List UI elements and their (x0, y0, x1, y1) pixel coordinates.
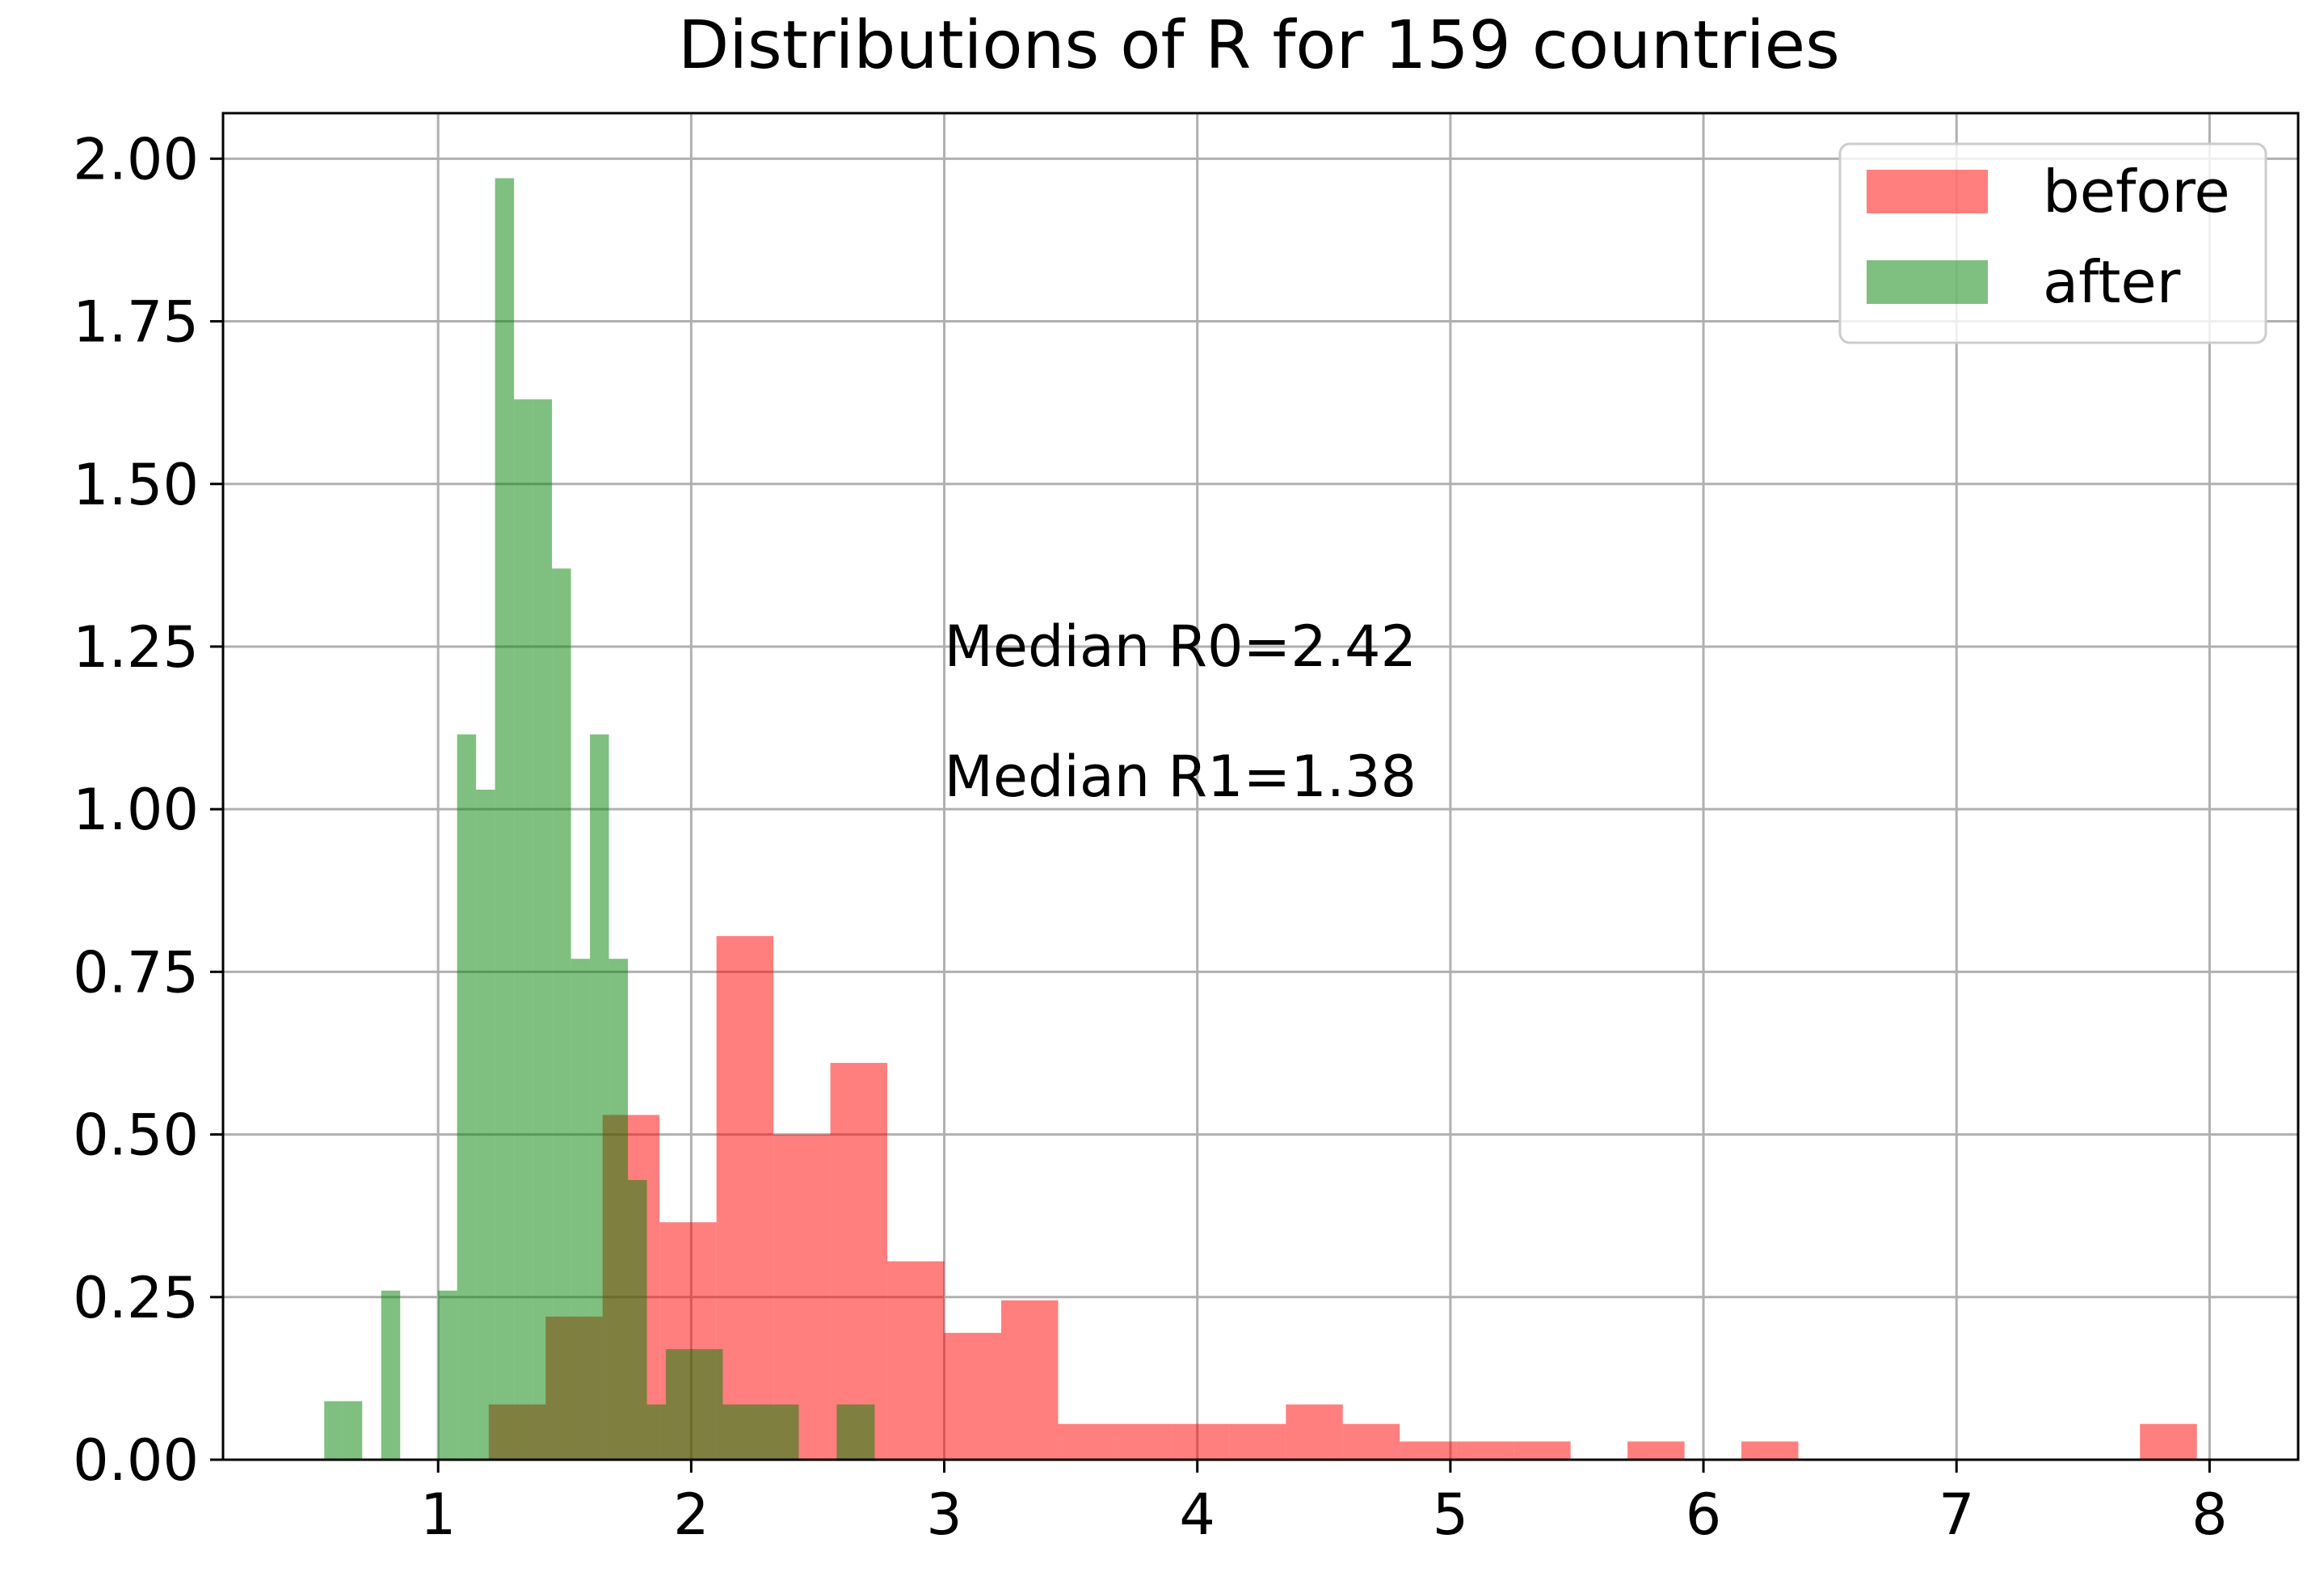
legend: before after (1838, 142, 2267, 344)
x-tick-label: 6 (1686, 1482, 1722, 1548)
x-tick-label: 7 (1939, 1482, 1975, 1548)
histogram-bar-before (1514, 1441, 1571, 1460)
y-tick-label: 1.00 (73, 777, 199, 843)
histogram-bar-after (760, 1404, 780, 1460)
y-tick-label: 2.00 (73, 126, 199, 192)
histogram-bar-before (716, 936, 774, 1460)
histogram-bar-after (722, 1404, 742, 1460)
x-tick-label: 8 (2191, 1482, 2228, 1548)
x-tick-label: 5 (1433, 1482, 1469, 1548)
histogram-bar-before (1286, 1404, 1343, 1460)
annotation-median-r1: Median R1=1.38 (945, 744, 1417, 810)
histogram-bar-before (1400, 1441, 1457, 1460)
histogram-bar-after (495, 178, 515, 1460)
series-after-bars (324, 178, 875, 1461)
y-tick-label: 0.50 (73, 1102, 199, 1169)
y-tick-label: 1.50 (73, 452, 199, 518)
histogram-bar-after (476, 790, 495, 1460)
y-tick-label: 0.25 (73, 1265, 199, 1331)
histogram-bar-before (1342, 1423, 1400, 1460)
legend-swatch-after (1867, 260, 1988, 304)
x-tick-label: 2 (673, 1482, 709, 1548)
histogram-bar-after (704, 1349, 723, 1460)
histogram-bar-before (1228, 1423, 1286, 1460)
histogram-bar-before (830, 1063, 888, 1460)
histogram-bar-after (552, 568, 571, 1461)
legend-label-after: after (2043, 248, 2181, 316)
histogram-bar-before (1741, 1441, 1799, 1460)
y-tick-label: 0.75 (73, 939, 199, 1005)
histogram-bar-after (570, 959, 591, 1460)
y-tick-label: 1.25 (73, 614, 199, 681)
y-tick-label: 0.00 (73, 1427, 199, 1494)
histogram-bar-after (836, 1404, 856, 1460)
histogram-bar-before (944, 1333, 1001, 1460)
x-tick-label: 4 (1179, 1482, 1215, 1548)
histogram-bar-before (887, 1261, 945, 1460)
histogram-bar-after (590, 734, 609, 1460)
chart-title: Distributions of R for 159 countries (678, 7, 1840, 84)
histogram-bar-after (533, 399, 553, 1460)
histogram-bar-after (608, 959, 629, 1460)
plot-frame (221, 112, 2300, 1461)
y-tick-label: 1.75 (73, 289, 199, 356)
histogram-bar-after (684, 1349, 705, 1460)
histogram-bar-after (514, 399, 533, 1460)
histogram-bar-after (438, 1290, 457, 1460)
histogram-bar-after (855, 1404, 875, 1460)
x-tick-label: 1 (420, 1482, 457, 1548)
histogram-bar-before (2140, 1423, 2197, 1460)
histogram-bar-before (1058, 1423, 1115, 1460)
x-tick-label: 3 (926, 1482, 962, 1548)
histogram-bar-after (457, 734, 477, 1460)
histogram-bar-before (1627, 1441, 1685, 1460)
histogram-bar-before (1456, 1441, 1514, 1460)
axis-ticks: 1 2 3 4 5 6 7 8 0.00 0.25 0.50 0.75 1.00 1.25 1.50 1.75… (73, 126, 2228, 1548)
histogram-bar-after (343, 1401, 363, 1460)
histogram-bar-before (1001, 1300, 1059, 1460)
histogram-bar-before (1114, 1423, 1173, 1460)
histogram-bar-after (742, 1404, 761, 1460)
legend-label-before: before (2043, 158, 2230, 226)
histogram-bar-after (779, 1404, 799, 1460)
histogram-bar-after (666, 1349, 685, 1460)
histogram-bar-before (1172, 1423, 1229, 1460)
annotation-median-r0: Median R0=2.42 (945, 613, 1417, 680)
histogram-bar-after (324, 1401, 343, 1460)
histogram-bar-after (381, 1290, 401, 1460)
histogram-bar-after (628, 1179, 647, 1460)
legend-swatch-before (1867, 170, 1988, 213)
histogram-bar-after (646, 1404, 667, 1460)
